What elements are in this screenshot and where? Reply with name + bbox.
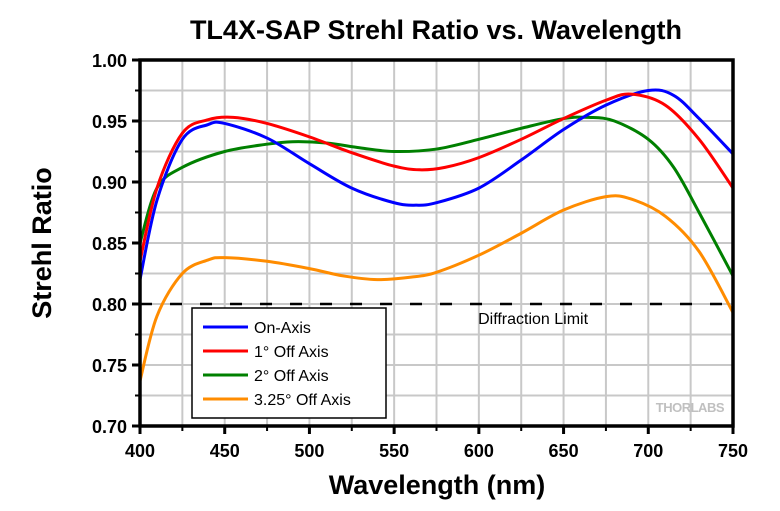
- series-line-3-25-off-axis: [138, 194, 735, 382]
- legend-item: 2° Off Axis: [203, 368, 329, 385]
- x-tick-label: 450: [210, 441, 240, 461]
- legend-label: 1° Off Axis: [254, 344, 329, 361]
- legend-item: 3.25° Off Axis: [203, 392, 351, 409]
- series-group: [138, 88, 735, 382]
- x-tick-label: 400: [125, 441, 155, 461]
- x-tick-label: 550: [379, 441, 409, 461]
- legend-label: On-Axis: [254, 320, 311, 337]
- y-tick-label: 0.80: [92, 295, 127, 315]
- y-axis-title: Strehl Ratio: [27, 167, 57, 319]
- legend: On-Axis 1° Off Axis 2° Off Axis 3.25° Off A…: [191, 307, 387, 419]
- y-tick-label: 1.00: [92, 51, 127, 71]
- thorlabs-watermark: THORLABS: [656, 400, 725, 415]
- x-tick-label: 600: [464, 441, 494, 461]
- y-tick-label: 0.85: [92, 234, 127, 254]
- legend-label: 2° Off Axis: [254, 368, 329, 385]
- axes: [132, 58, 735, 434]
- y-tick-label: 0.95: [92, 112, 127, 132]
- chart-title: TL4X-SAP Strehl Ratio vs. Wavelength: [190, 15, 682, 45]
- series-line-1-off-axis: [138, 92, 735, 262]
- series-line-on-axis: [138, 88, 735, 280]
- x-tick-label: 650: [549, 441, 579, 461]
- x-tick-label: 700: [633, 441, 663, 461]
- legend-label: 3.25° Off Axis: [254, 392, 351, 409]
- y-tick-label: 0.90: [92, 173, 127, 193]
- x-tick-label: 750: [718, 441, 748, 461]
- x-tick-labels: 400 450 500 550 600 650 700 750: [125, 441, 748, 461]
- y-tick-label: 0.70: [92, 417, 127, 437]
- y-tick-label: 0.75: [92, 356, 127, 376]
- x-axis-title: Wavelength (nm): [329, 470, 546, 500]
- legend-item: 1° Off Axis: [203, 344, 329, 361]
- legend-item: On-Axis: [203, 320, 311, 337]
- series-line-2-off-axis: [138, 115, 735, 277]
- reference-lines: Diffraction Limit: [140, 302, 733, 328]
- diffraction-limit-label: Diffraction Limit: [478, 311, 589, 328]
- y-tick-labels: 0.70 0.75 0.80 0.85 0.90 0.95 1.00: [92, 51, 127, 437]
- x-tick-label: 500: [294, 441, 324, 461]
